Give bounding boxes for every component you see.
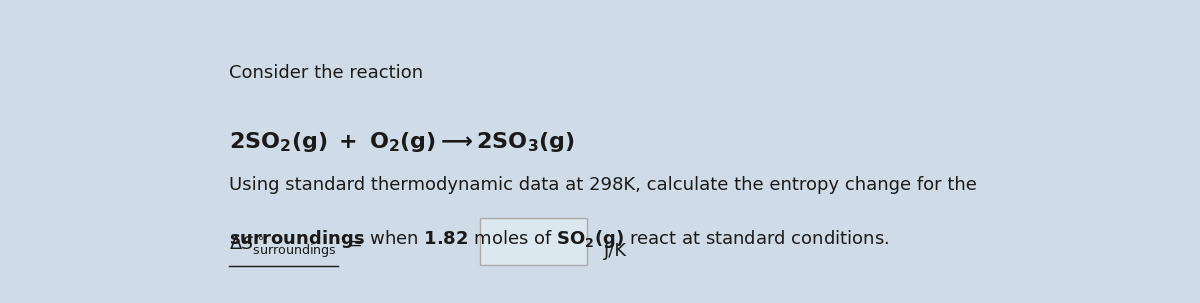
- Text: Consider the reaction: Consider the reaction: [229, 64, 424, 82]
- Text: $\Delta S^\circ_{\mathrm{surroundings}}$  =: $\Delta S^\circ_{\mathrm{surroundings}}$…: [229, 235, 362, 260]
- Text: $\mathbf{surroundings}$ when $\mathbf{1.82}$ moles of $\mathbf{SO_2(g)}$ react a: $\mathbf{surroundings}$ when $\mathbf{1.…: [229, 228, 889, 250]
- Text: $\mathbf{2SO_2(g)\ +\ O_2(g){\longrightarrow}2SO_3(g)}$: $\mathbf{2SO_2(g)\ +\ O_2(g){\longrighta…: [229, 130, 575, 154]
- Text: Using standard thermodynamic data at 298K, calculate the entropy change for the: Using standard thermodynamic data at 298…: [229, 176, 977, 194]
- FancyBboxPatch shape: [480, 218, 587, 265]
- Text: J/K: J/K: [604, 242, 626, 260]
